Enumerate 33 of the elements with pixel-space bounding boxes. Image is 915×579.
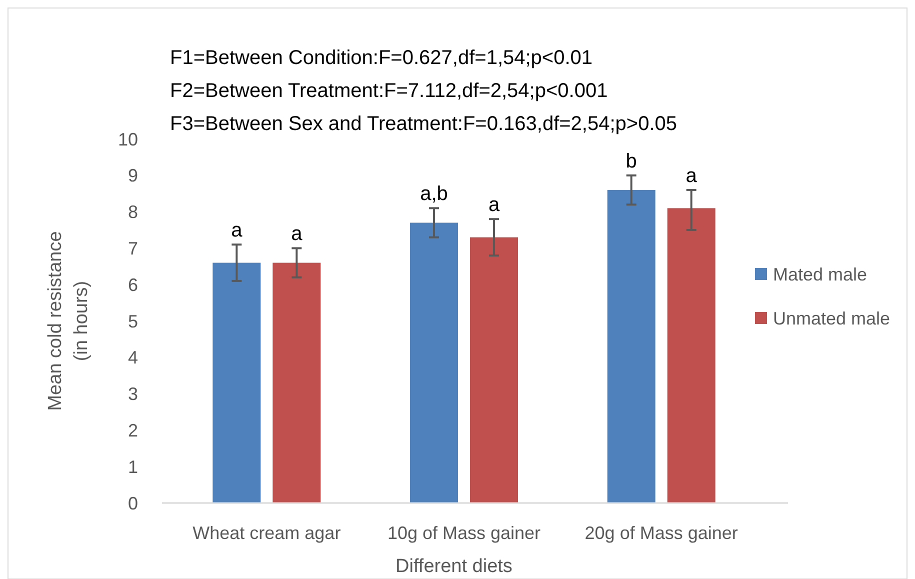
data-label: a bbox=[488, 194, 500, 216]
bar bbox=[410, 222, 458, 503]
data-label: a bbox=[291, 223, 304, 246]
y-tick-label: 10 bbox=[118, 129, 138, 150]
data-label: a bbox=[231, 220, 244, 242]
y-tick-label: 8 bbox=[128, 202, 138, 222]
legend-label: Unmated male bbox=[773, 308, 890, 328]
y-tick-label: 0 bbox=[128, 493, 138, 514]
bar bbox=[667, 208, 716, 503]
x-tick-label: Wheat cream agar bbox=[192, 523, 341, 543]
y-tick-label: 4 bbox=[128, 348, 138, 368]
x-axis-title: Different diets bbox=[396, 556, 512, 577]
y-tick-label: 3 bbox=[128, 384, 138, 404]
bar bbox=[272, 262, 321, 503]
y-axis-title: Mean cold resistance (in hours) bbox=[45, 231, 92, 411]
y-tick-label: 9 bbox=[128, 166, 138, 186]
y-tick-label: 2 bbox=[128, 420, 138, 440]
bar bbox=[607, 190, 656, 503]
y-tick-label: 5 bbox=[128, 311, 138, 332]
text: F3=Between Sex and Treatment:F=0.163,df=2,54;p>0.05 bbox=[170, 113, 678, 135]
text: F2=Between Treatment:F=7.112,df=2,54;p<0.001 bbox=[170, 80, 608, 102]
y-tick-label: 1 bbox=[128, 456, 138, 477]
legend-label: Mated male bbox=[773, 264, 868, 284]
x-tick-label: 10g of Mass gainer bbox=[387, 523, 541, 543]
bar bbox=[212, 262, 261, 503]
text: F1=Between Condition:F=0.627,df=1,54;p<0.01 bbox=[170, 47, 593, 69]
y-tick-label: 6 bbox=[128, 274, 138, 295]
data-label: a bbox=[686, 164, 698, 187]
y-tick-label: 7 bbox=[128, 238, 138, 258]
data-label: b bbox=[626, 150, 637, 172]
data-label: a,b bbox=[420, 183, 448, 206]
x-tick-label: 20g of Mass gainer bbox=[584, 523, 738, 543]
bar bbox=[470, 237, 518, 503]
